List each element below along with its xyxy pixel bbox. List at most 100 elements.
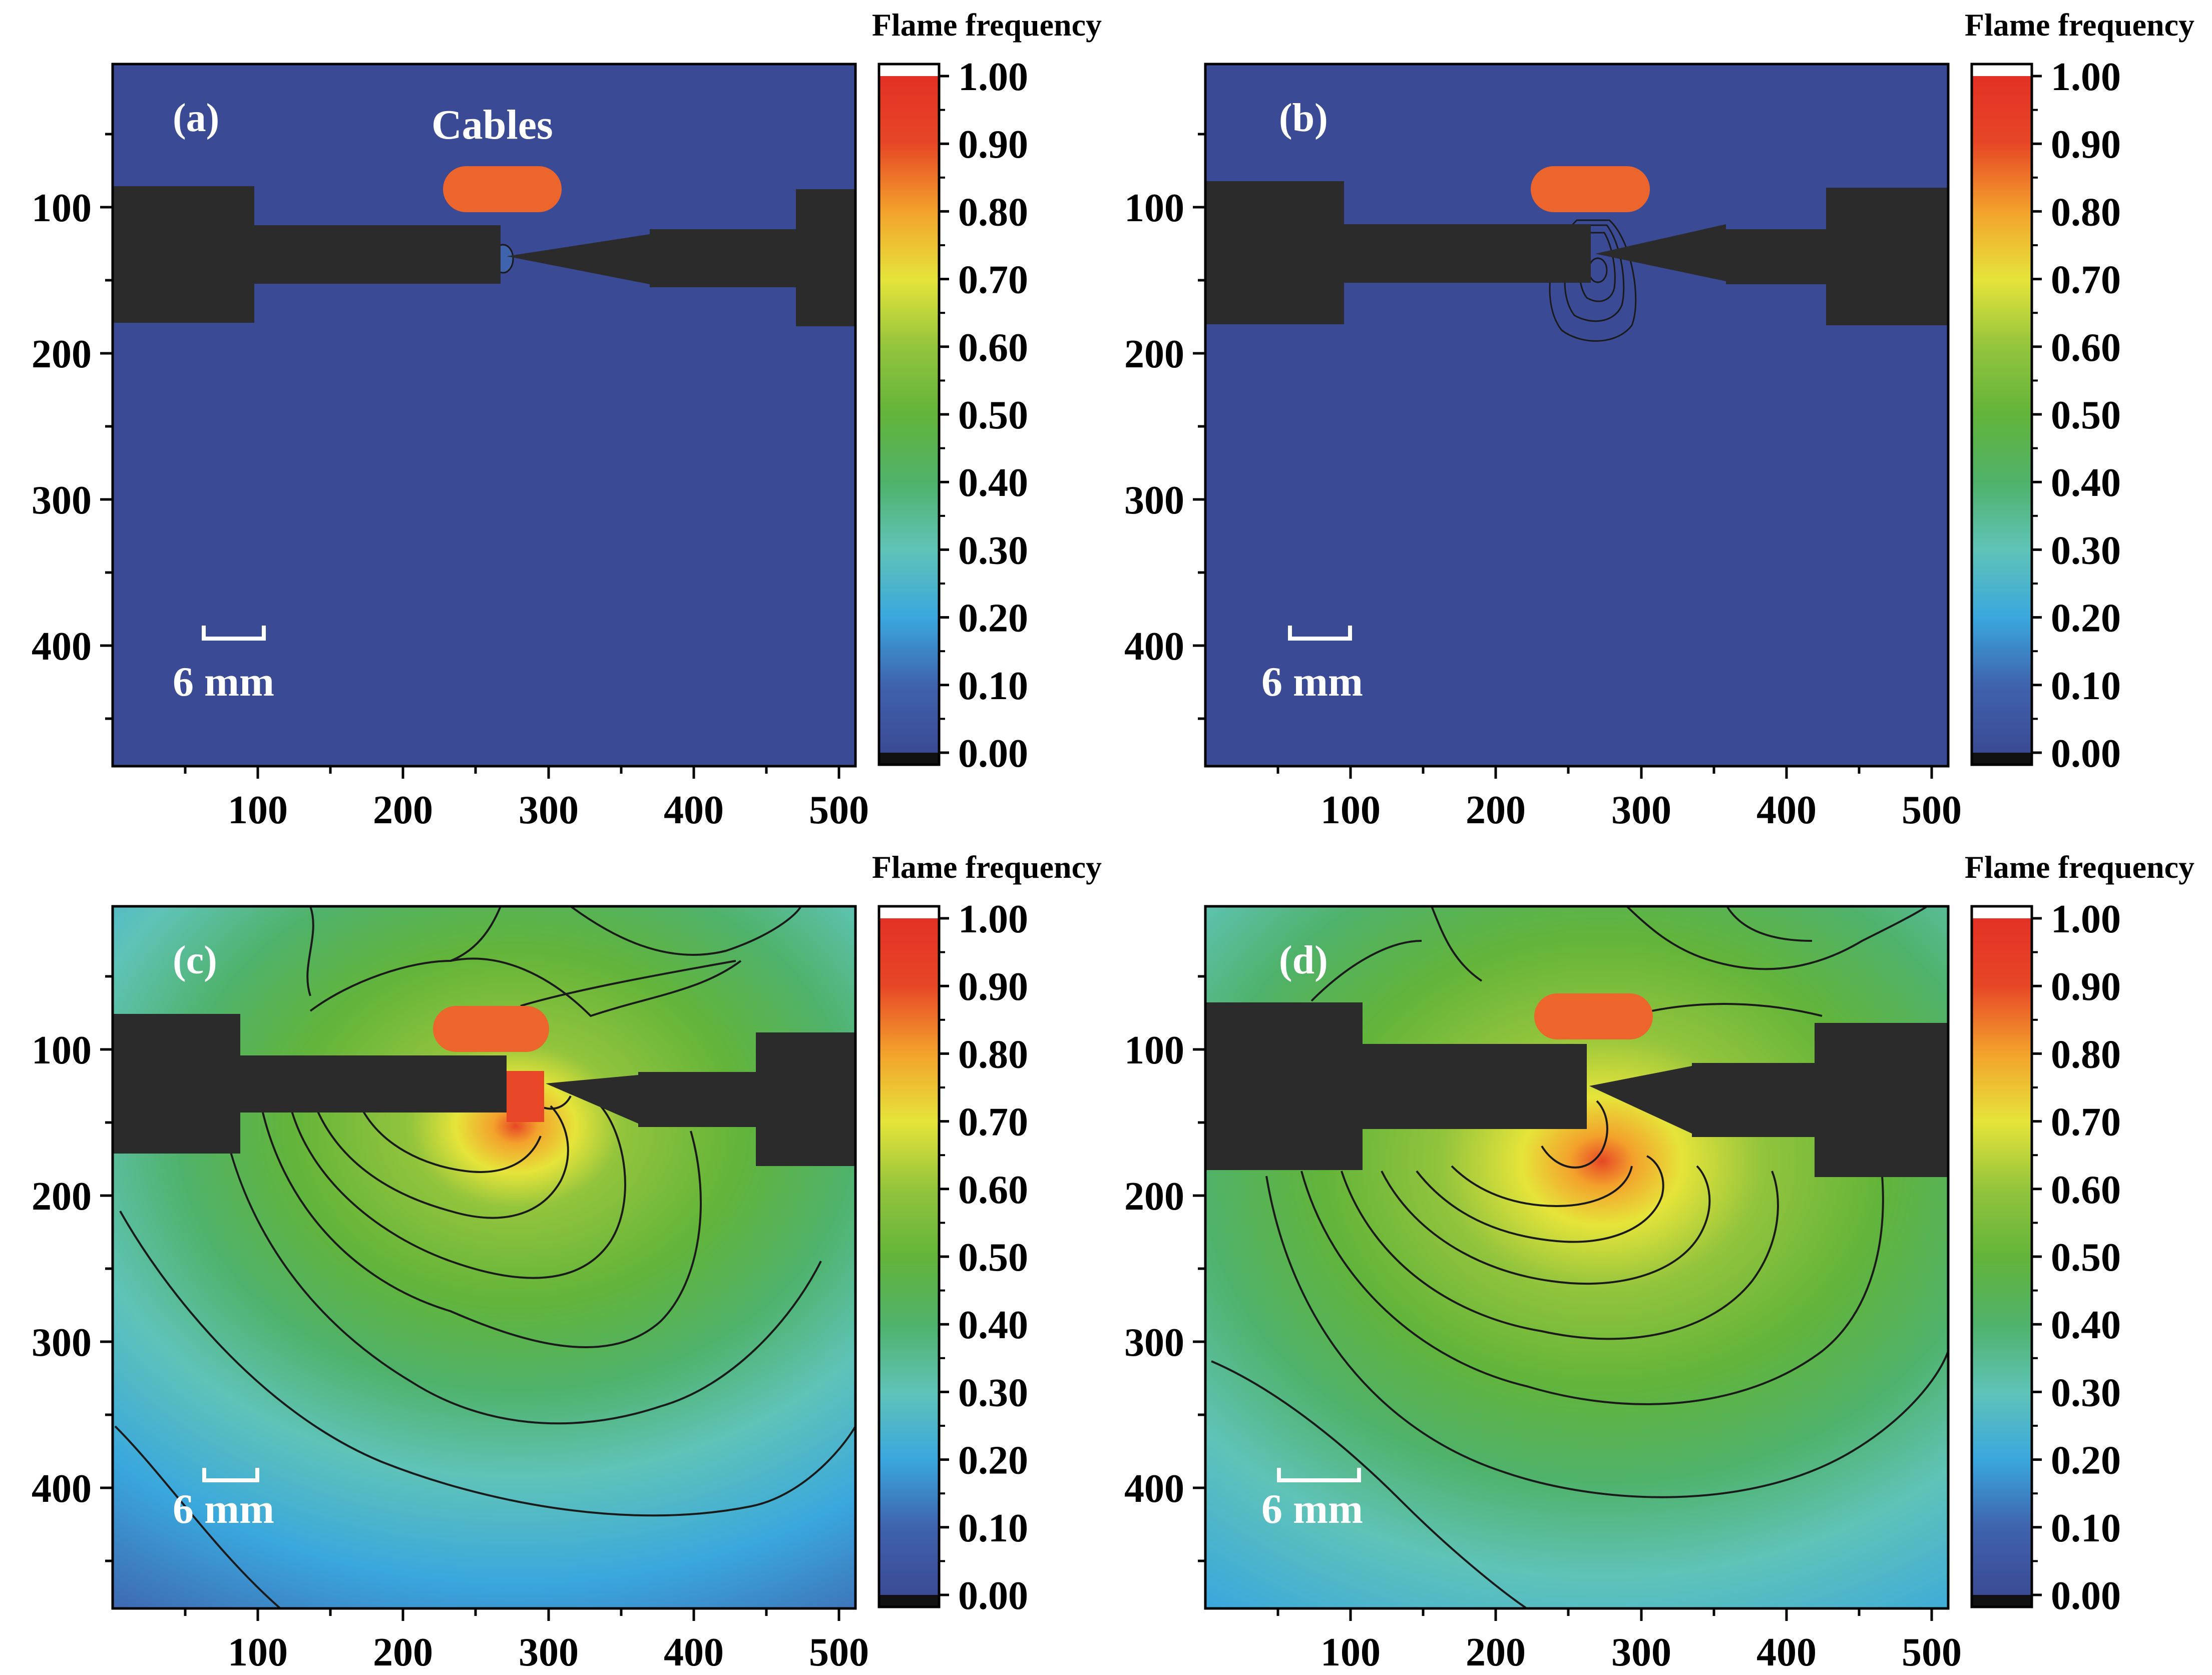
- colorbar-gradient: [1972, 76, 2032, 753]
- panel-label-a: (a): [173, 96, 219, 140]
- y-tick-label: 100: [32, 1028, 92, 1072]
- colorbar-top-cap: [879, 906, 939, 918]
- y-tick-label: 100: [1124, 186, 1184, 230]
- y-tick-label: 100: [1124, 1028, 1184, 1072]
- colorbar-b: Flame frequency 1.00 0.90 0.80 0.70 0.60 0.50 0…: [1965, 7, 2194, 776]
- colorbar-tick-label: 1.00: [958, 55, 1028, 99]
- colorbar-tick-label: 0.90: [958, 123, 1028, 167]
- scale-bar-b: [1288, 626, 1352, 641]
- colorbar-tick-label: 0.50: [2051, 1236, 2121, 1280]
- colorbar-tick-label: 0.60: [958, 1168, 1028, 1212]
- scale-bar-a: [202, 626, 266, 641]
- electrode-right-c: [546, 1032, 855, 1166]
- cable-d: [1534, 993, 1653, 1039]
- y-tick-label: 400: [1124, 1467, 1184, 1511]
- x-tick-label: 400: [1756, 788, 1817, 832]
- x-tick-label: 400: [664, 788, 724, 832]
- x-tick-label: 100: [228, 788, 288, 832]
- contour-lines-c: [114, 906, 855, 1608]
- x-tick-label: 200: [1466, 1630, 1526, 1674]
- x-tick-label: 400: [664, 1630, 724, 1674]
- colorbar-tick-label: 1.00: [2051, 55, 2121, 99]
- y-tick-label: 100: [32, 186, 92, 230]
- electrode-right-b: [1595, 188, 1948, 325]
- colorbar-tick-label: 0.20: [2051, 597, 2121, 641]
- plot-frame-b: [1204, 63, 1950, 768]
- colorbar-tick-label: 0.80: [2051, 1032, 2121, 1076]
- cable-c: [433, 1006, 549, 1052]
- x-tick-label: 500: [1902, 788, 1962, 832]
- colorbar-tick-label: 0.40: [958, 1303, 1028, 1347]
- scale-bar-label-d: 6 mm: [1261, 1486, 1363, 1532]
- y-tick-label: 400: [32, 625, 92, 669]
- colorbar-d: Flame frequency 1.00 0.90 0.80 0.70 0.60 0.50 0…: [1965, 849, 2194, 1618]
- colorbar-bottom-cap: [879, 753, 939, 765]
- colorbar-gradient: [879, 76, 939, 753]
- colorbar-tick-label: 1.00: [958, 897, 1028, 941]
- colorbar-tick-label: 0.90: [2051, 123, 2121, 167]
- y-tick-label: 200: [1124, 1175, 1184, 1219]
- y-axis-c: [100, 975, 113, 1562]
- y-tick-label: 300: [1124, 1321, 1184, 1365]
- x-tick-label: 400: [1756, 1630, 1817, 1674]
- panel-d: (d) 6 mm 100 200 300 400 500 100 200 3: [1124, 905, 1962, 1674]
- electrode-right-a: [507, 189, 855, 326]
- electrode-left-d: [1205, 1002, 1587, 1170]
- electrode-right-d: [1589, 1023, 1948, 1177]
- panel-label-d: (d): [1279, 938, 1328, 982]
- scale-bar-c: [202, 1468, 259, 1482]
- x-tick-label: 200: [373, 788, 433, 832]
- colorbar-tick-label: 0.40: [2051, 461, 2121, 505]
- y-axis-b: [1193, 133, 1205, 720]
- colorbar-tick-label: 0.00: [958, 732, 1028, 776]
- x-tick-label: 500: [1902, 1630, 1962, 1674]
- plot-frame-c: [111, 905, 857, 1610]
- x-axis-c: [184, 1608, 840, 1621]
- panel-a: (a) Cables 6 mm 100 200 300 400 500 100: [32, 63, 869, 832]
- colorbar-tick-label: 0.50: [958, 393, 1028, 437]
- scale-bar-d: [1277, 1468, 1361, 1482]
- panel-label-b: (b): [1279, 96, 1328, 140]
- colorbar-tick-label: 0.10: [2051, 1506, 2121, 1550]
- colorbar-tick-label: 0.00: [958, 1574, 1028, 1618]
- colorbar-tick-label: 0.10: [958, 664, 1028, 708]
- colorbar-tick-label: 0.00: [2051, 1574, 2121, 1618]
- colorbar-tick-label: 0.60: [958, 326, 1028, 370]
- colorbar-tick-label: 0.80: [958, 190, 1028, 234]
- colorbar-tick-label: 1.00: [2051, 897, 2121, 941]
- colorbar-title: Flame frequency: [1965, 7, 2194, 43]
- colorbar-tick-label: 0.50: [2051, 393, 2121, 437]
- colorbar-tick-label: 0.70: [2051, 258, 2121, 302]
- y-tick-label: 300: [32, 1321, 92, 1365]
- colorbar-tick-label: 0.20: [958, 597, 1028, 641]
- colorbar-title: Flame frequency: [872, 849, 1102, 885]
- x-tick-label: 500: [809, 1630, 869, 1674]
- y-tick-label: 400: [1124, 625, 1184, 669]
- scale-bar-label-a: 6 mm: [173, 659, 274, 705]
- colorbar-tick-label: 0.30: [2051, 528, 2121, 573]
- plot-frame-a: [111, 63, 857, 768]
- x-axis-a: [184, 766, 840, 779]
- y-tick-label: 300: [1124, 478, 1184, 522]
- cable-label: Cables: [431, 102, 553, 148]
- colorbars: Flame frequency 1.00 0.90 0.80 0.70 0.60 0.50 0…: [872, 7, 2194, 1618]
- colorbar-tick-label: 0.70: [958, 258, 1028, 302]
- x-axis-b: [1276, 766, 1933, 779]
- colorbar-bottom-cap: [879, 1595, 939, 1607]
- colorbar-gradient: [879, 918, 939, 1595]
- y-axis-a: [100, 133, 113, 720]
- y-tick-label: 200: [32, 1175, 92, 1219]
- colorbar-top-cap: [1972, 906, 2032, 918]
- colorbar-a: Flame frequency 1.00 0.90 0.80 0.70 0.60 0.50 0…: [872, 7, 1102, 776]
- cable-b: [1531, 166, 1650, 212]
- electrode-left-a: [113, 186, 501, 323]
- colorbar-tick-label: 0.70: [2051, 1100, 2121, 1145]
- x-axis-d: [1276, 1608, 1933, 1621]
- colorbar-tick-label: 0.50: [958, 1236, 1028, 1280]
- x-tick-label: 300: [519, 788, 579, 832]
- colorbar-tick-label: 0.60: [2051, 326, 2121, 370]
- colorbar-top-cap: [1972, 64, 2032, 76]
- colorbar-tick-label: 0.20: [2051, 1439, 2121, 1483]
- colorbar-tick-label: 0.40: [958, 461, 1028, 505]
